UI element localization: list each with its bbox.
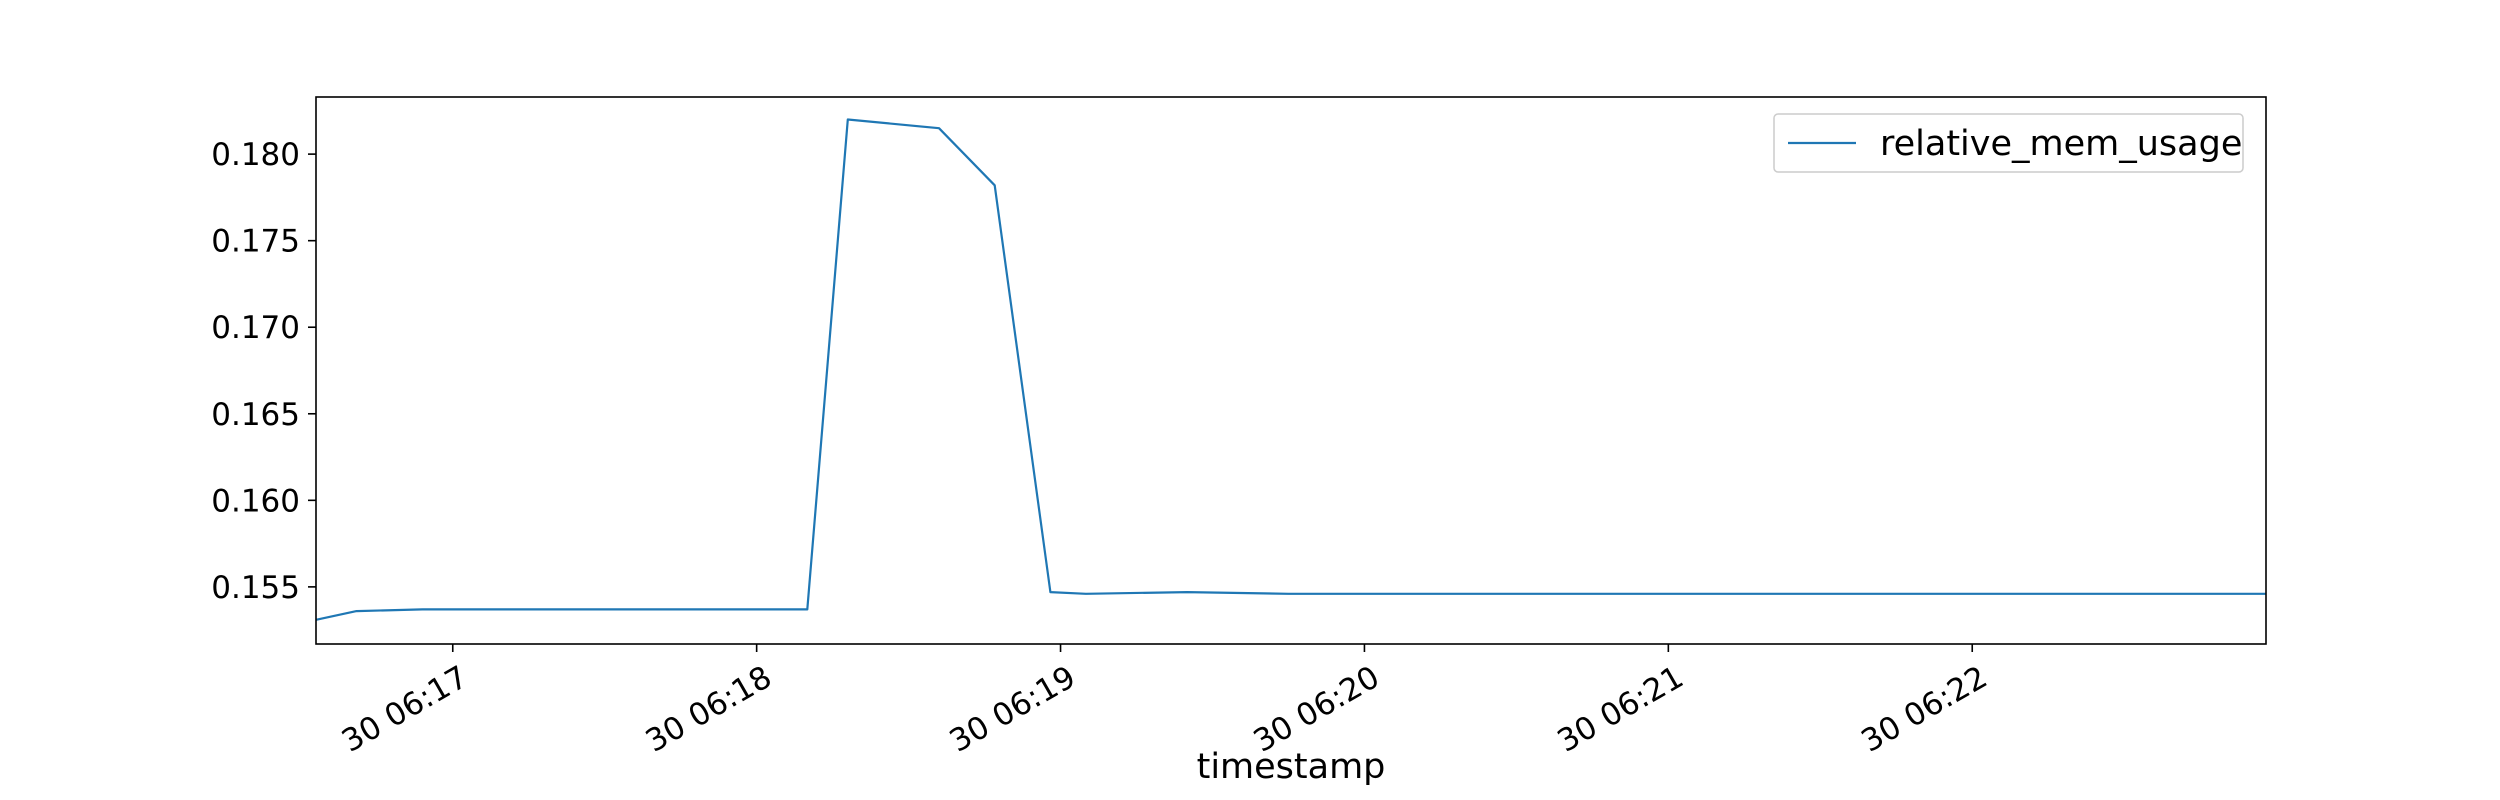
x-tick-label: 30 06:20 xyxy=(1248,659,1386,759)
legend-box xyxy=(1773,113,2244,173)
y-tick-label: 0.175 xyxy=(211,224,300,260)
x-axis-label: timestamp xyxy=(1197,747,1386,787)
y-tick-label: 0.155 xyxy=(211,570,300,606)
series-layer xyxy=(315,118,2266,621)
y-axis: 0.155 0.160 0.165 0.170 0.175 0.180 xyxy=(211,137,316,606)
y-tick-label: 0.170 xyxy=(211,310,300,346)
x-tick-label: 30 06:18 xyxy=(640,659,778,759)
y-tick-label: 0.180 xyxy=(211,137,300,173)
plot-frame xyxy=(315,96,2267,645)
y-tick-label: 0.160 xyxy=(211,483,300,519)
x-tick-label: 30 06:17 xyxy=(336,659,474,759)
x-tick-label: 30 06:22 xyxy=(1855,659,1993,759)
x-axis: 30 06:17 30 06:18 30 06:19 30 06:20 30 06:21… xyxy=(336,644,1993,760)
x-tick-label: 30 06:19 xyxy=(944,659,1082,759)
x-tick-label: 30 06:21 xyxy=(1551,659,1689,759)
series-line-relative-mem-usage xyxy=(315,118,2266,621)
legend-label: relative_mem_usage xyxy=(1880,124,2242,164)
y-tick-label: 0.165 xyxy=(211,397,300,433)
legend: relative_mem_usage xyxy=(1773,113,2244,173)
plot-area xyxy=(316,97,2266,644)
